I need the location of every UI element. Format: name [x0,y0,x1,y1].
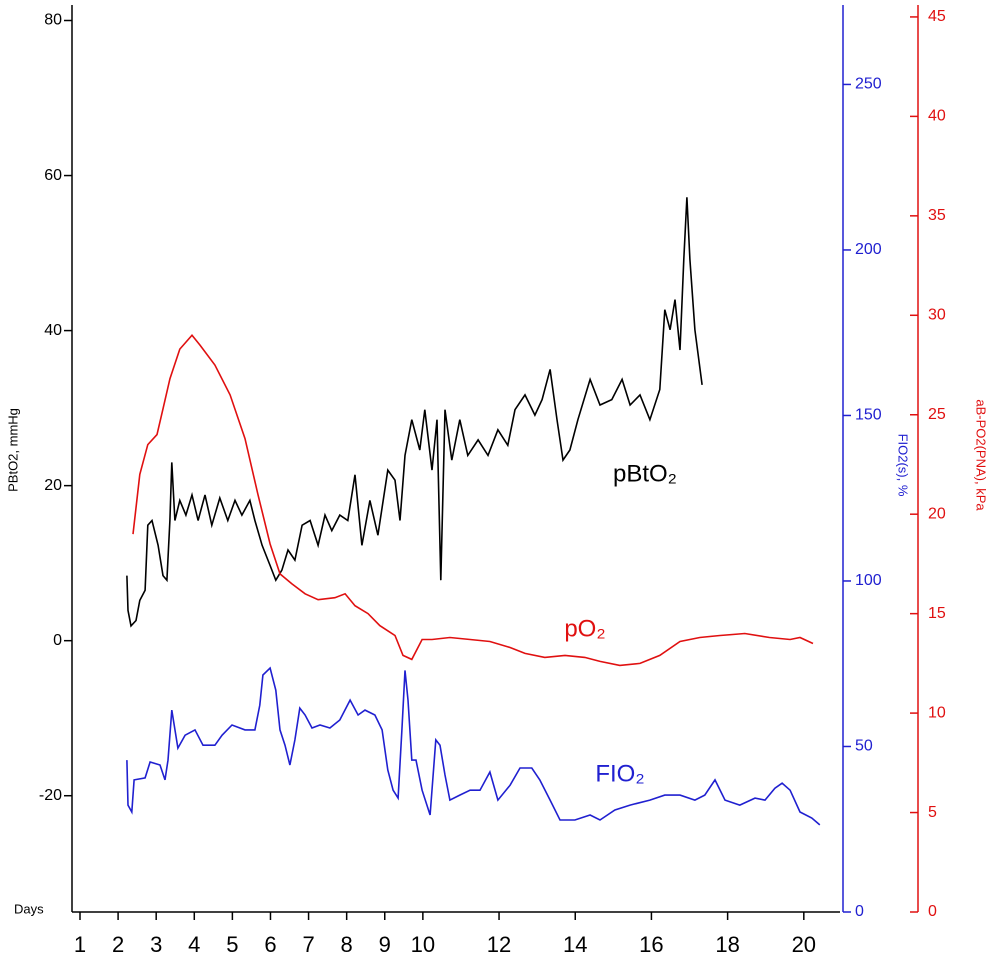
series-line [126,666,821,826]
y2-tick-label: 50 [855,738,873,755]
y2-tick-label: 100 [855,572,882,589]
x-tick-label: 3 [150,932,162,957]
y3-tick-label: 30 [928,307,946,324]
y2-axis-label: FIO2(s), % [896,434,911,497]
y3-tick-label: 5 [928,804,937,821]
y3-tick-label: 20 [928,505,946,522]
x-tick-label: 1 [74,932,86,957]
x-tick-label: 20 [792,932,816,957]
y3-tick-label: 25 [928,406,946,423]
x-tick-label: 6 [264,932,276,957]
x-tick-label: 8 [341,932,353,957]
y3-tick-label: 0 [928,903,937,920]
x-tick-label: 10 [411,932,435,957]
y-tick-label: 40 [44,322,62,339]
x-tick-label: 4 [188,932,200,957]
x-tick-label: 12 [487,932,511,957]
x-tick-label: 2 [112,932,124,957]
y-tick-label: 60 [44,167,62,184]
y-tick-label: 80 [44,12,62,29]
series-label: FIO₂ [595,760,644,787]
y3-tick-label: 40 [928,108,946,125]
x-tick-label: 5 [226,932,238,957]
x-tick-label: 9 [379,932,391,957]
y3-axis-label: aB-PO2(PNA), kPa [974,399,989,511]
x-axis-label: Days [14,901,44,916]
series-label: pBtO₂ [613,460,677,487]
y-axis-label: PBtO2, mmHg [5,408,20,492]
series-label: pO₂ [564,615,605,642]
y-tick-label: 20 [44,477,62,494]
y2-tick-label: 250 [855,76,882,93]
y3-tick-label: 35 [928,207,946,224]
y3-tick-label: 15 [928,605,946,622]
y-tick-label: 0 [53,632,62,649]
x-tick-label: 14 [563,932,587,957]
y3-tick-label: 45 [928,8,946,25]
series-line [132,333,814,667]
x-tick-label: 16 [639,932,663,957]
y3-tick-label: 10 [928,704,946,721]
series-line [126,197,703,628]
y2-tick-label: 0 [855,903,864,920]
y2-tick-label: 150 [855,407,882,424]
x-tick-label: 18 [715,932,739,957]
y2-tick-label: 200 [855,241,882,258]
y-tick-label: -20 [39,787,62,804]
x-tick-label: 7 [302,932,314,957]
